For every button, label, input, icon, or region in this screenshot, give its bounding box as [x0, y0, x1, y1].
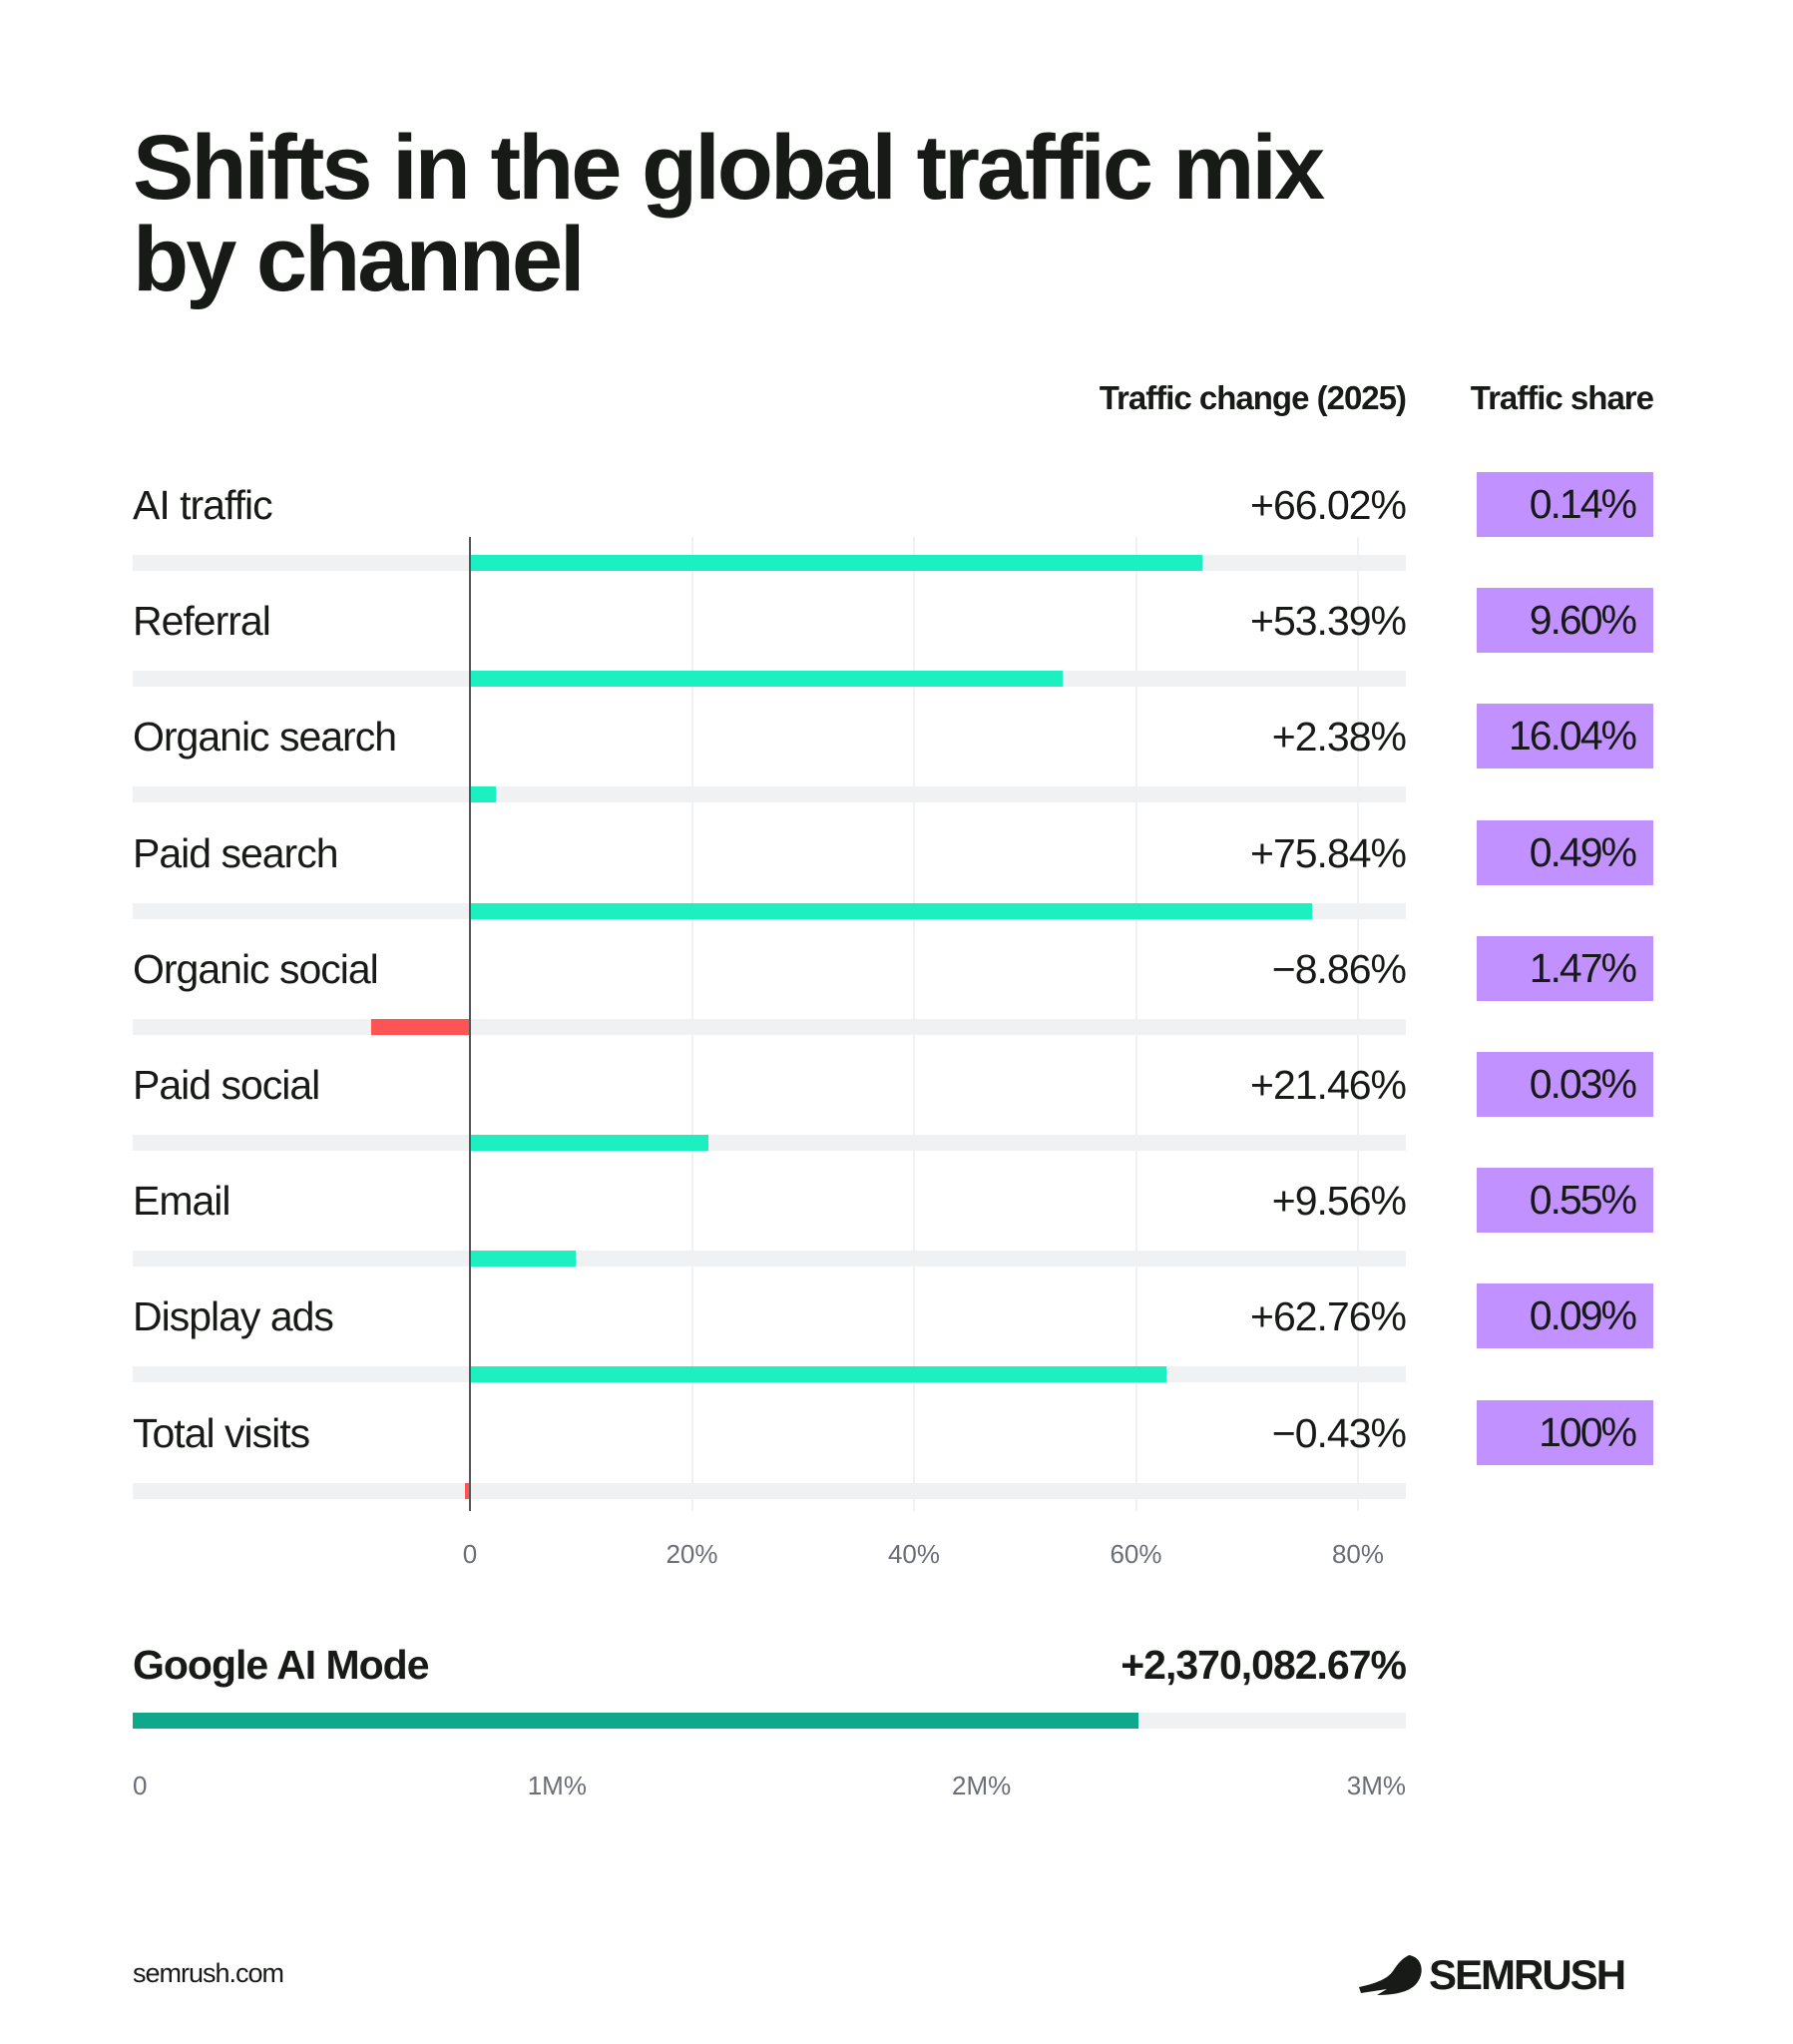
- category-label: Email: [133, 1178, 231, 1225]
- bar-track: [133, 786, 1406, 803]
- bar: [470, 902, 1312, 919]
- source-text: semrush.com: [133, 1958, 284, 1988]
- traffic-share-badge: 16.04%: [1477, 704, 1653, 769]
- traffic-share-badge: 0.14%: [1477, 472, 1653, 537]
- traffic-share-badge: 0.49%: [1477, 819, 1653, 885]
- category-label: Organic social: [133, 945, 379, 992]
- category-label: Paid social: [133, 1062, 320, 1108]
- bar: [470, 671, 1063, 688]
- bar: [470, 1251, 577, 1268]
- value-label: +2.38%: [1271, 714, 1407, 761]
- header-traffic-change: Traffic change (2025): [1099, 379, 1407, 416]
- x-tick-label: 20%: [666, 1539, 718, 1569]
- category-label: AI traffic: [133, 482, 273, 528]
- zero-axis-line: [469, 537, 471, 1511]
- traffic-share-badge: 0.03%: [1477, 1052, 1653, 1117]
- value-label: +2,370,082.67%: [1121, 1642, 1407, 1688]
- x-tick-label: 40%: [887, 1539, 941, 1569]
- value-label: +75.84%: [1250, 829, 1407, 876]
- x-tick-label: 80%: [1331, 1539, 1385, 1569]
- traffic-share-badge: 0.55%: [1477, 1168, 1653, 1234]
- bar: [470, 1366, 1167, 1383]
- semrush-flame-icon: [1359, 1955, 1422, 1995]
- x-tick-label: 3M%: [1346, 1771, 1406, 1800]
- bar: [465, 1482, 470, 1499]
- traffic-share-badge: 9.60%: [1477, 588, 1653, 654]
- bar-track: [133, 1251, 1406, 1268]
- semrush-logo: SEMRUSH: [1357, 1951, 1626, 1999]
- x-tick-label: 2M%: [952, 1771, 1012, 1800]
- traffic-share-badge: 1.47%: [1477, 935, 1653, 1001]
- header-traffic-share: Traffic share: [1470, 379, 1654, 416]
- x-tick-label: 1M%: [527, 1771, 587, 1800]
- traffic-share-badge: 0.09%: [1477, 1283, 1653, 1349]
- bar: [470, 786, 497, 803]
- x-tick-label: 0: [462, 1539, 478, 1569]
- value-label: +21.46%: [1250, 1062, 1407, 1108]
- value-label: +9.56%: [1271, 1178, 1407, 1225]
- category-label: Display ads: [133, 1293, 334, 1340]
- bar-track: [133, 1482, 1406, 1499]
- bar: [371, 1018, 470, 1035]
- category-label: Organic search: [133, 714, 397, 761]
- bar-track: [133, 1018, 1406, 1035]
- category-label: Paid search: [133, 829, 339, 876]
- value-label: +66.02%: [1250, 482, 1407, 528]
- bar: [470, 1135, 708, 1151]
- value-label: +53.39%: [1250, 598, 1407, 645]
- bar: [133, 1713, 1139, 1729]
- category-label: Total visits: [133, 1409, 310, 1456]
- category-label: Google AI Mode: [133, 1642, 430, 1688]
- chart-title: Shifts in the global traffic mix by chan…: [133, 117, 1325, 310]
- category-label: Referral: [133, 598, 271, 645]
- bar: [470, 555, 1203, 571]
- value-label: −0.43%: [1271, 1409, 1407, 1456]
- traffic-share-badge: 100%: [1477, 1399, 1653, 1465]
- bar-track: [133, 1135, 1406, 1151]
- x-tick-label: 0: [133, 1771, 148, 1800]
- value-label: +62.76%: [1250, 1293, 1407, 1340]
- x-tick-label: 60%: [1110, 1539, 1162, 1569]
- value-label: −8.86%: [1271, 945, 1407, 992]
